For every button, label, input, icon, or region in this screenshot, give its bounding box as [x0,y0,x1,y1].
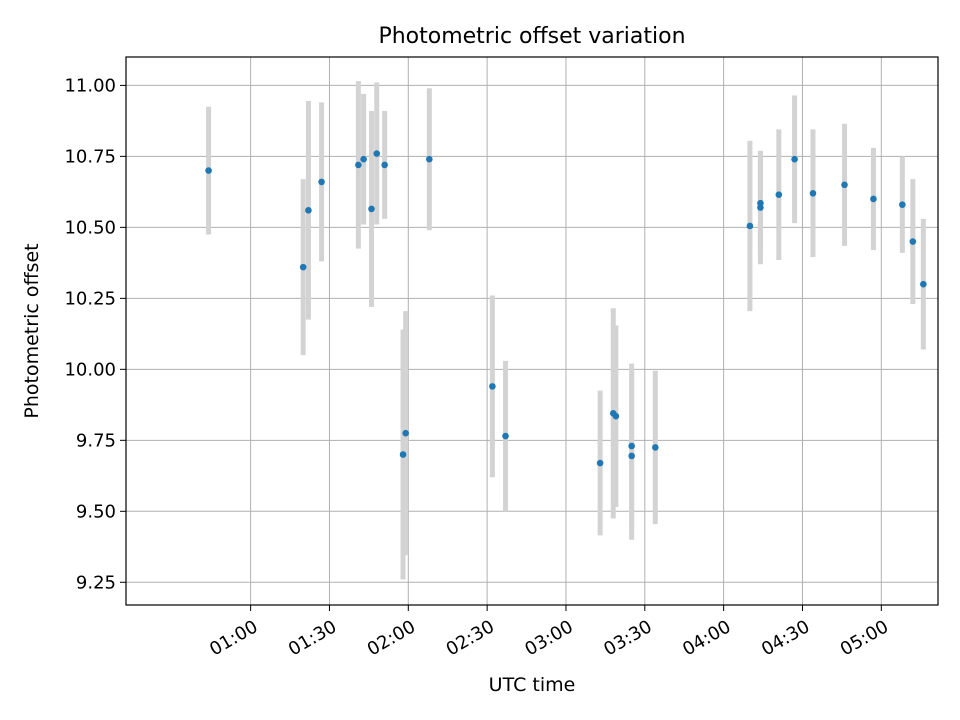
data-point [399,451,407,458]
data-point [355,161,362,169]
data-point [791,155,798,163]
y-axis-ticks: 9.25 9.50 9.75 10.00 10.25 10.50 10.75 11.00 [64,75,126,593]
data-point [909,238,917,245]
data-point [775,191,783,199]
data-point [596,459,604,467]
data-point [870,195,877,203]
data-point [489,383,496,390]
data-point [318,178,325,186]
data-point [305,207,312,214]
data-point [299,263,307,271]
data-point [402,429,409,437]
data-point [920,280,927,288]
data-point [205,167,212,174]
data-point [652,444,659,451]
y-tick-label: 9.25 [76,572,116,593]
data-point [628,442,635,450]
data-points [205,150,927,467]
y-axis-label: Photometric offset [21,243,43,418]
data-point [841,181,848,189]
data-point [368,205,375,213]
data-point [381,161,388,169]
data-point [628,452,635,460]
grid [126,57,938,605]
y-tick-label: 10.50 [64,217,116,238]
x-axis-label: UTC time [489,674,576,696]
data-point [746,222,754,230]
y-tick-label: 9.75 [76,430,116,451]
data-point [360,155,367,163]
chart-title: Photometric offset variation [378,24,685,49]
data-point [502,432,509,440]
data-point [612,412,620,420]
data-point [426,155,433,163]
data-point [899,201,906,208]
data-point [809,189,817,197]
y-tick-label: 11.00 [64,75,116,96]
data-point [757,204,764,211]
y-tick-label: 10.00 [64,359,116,380]
plot-frame [125,56,939,606]
y-tick-label: 10.25 [64,288,116,309]
y-tick-label: 10.75 [64,146,116,167]
data-point [373,150,381,157]
y-tick-label: 9.50 [76,501,116,522]
